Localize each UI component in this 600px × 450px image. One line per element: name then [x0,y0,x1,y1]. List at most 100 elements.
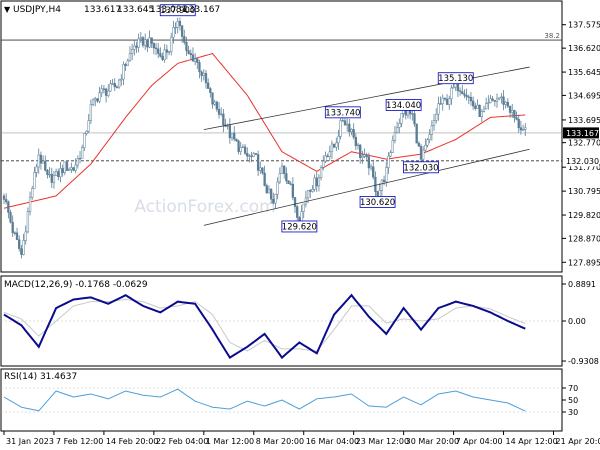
candle-down [419,145,423,160]
time-tick-label: 7 Apr 04:00 [456,437,503,446]
macd-title: MACD(12,26,9) -0.1768 -0.0629 [4,280,148,290]
candle-down [469,97,473,102]
candle-down [293,197,297,207]
candle-up [148,37,151,48]
price-tick-label: 128.870 [568,234,600,243]
candle-up [70,167,73,170]
symbol-timeframe: USDJPY,H4 [13,5,61,15]
candle-down [135,45,138,48]
rsi-tick-label: 30 [568,408,578,417]
candle-down [46,170,49,175]
candle-up [128,53,132,62]
candle-up [274,193,277,204]
candle-up [28,196,32,212]
candle-down [115,86,119,88]
candle-up [322,160,325,168]
quote-high: 133.645 [117,5,154,15]
candle-up [31,188,34,198]
candle-up [319,167,323,178]
candle-down [211,92,214,105]
candle-up [74,164,77,171]
candle-up [432,119,436,126]
candle-down [291,183,295,198]
candle-down [365,154,368,158]
time-tick-label: 21 Apr 20:00 [555,437,600,446]
candle-up [48,173,51,176]
candle-down [269,188,273,200]
candle-up [126,60,129,66]
candle-up [170,36,173,52]
candle-up [248,155,251,157]
candle-down [141,37,145,46]
candle-up [172,27,175,38]
candle-up [213,101,216,105]
candle-up [91,99,95,105]
rsi-panel: RSI(14) 31.4637 70 50 30 [0,368,578,432]
candle-up [317,177,321,187]
candle-down [341,120,344,122]
candle-down [50,173,53,183]
time-tick-label: 31 Jan 2023 [6,437,54,446]
candle-up [230,132,234,139]
candle-down [343,120,347,126]
candle-up [430,125,434,135]
candle-up [174,27,177,29]
candle-up [339,120,342,137]
candle-down [165,49,169,53]
candle-down [157,48,160,54]
candle-up [133,45,136,50]
candle-down [461,91,464,94]
candle-up [524,127,527,130]
candle-down [196,58,199,63]
candle-up [144,39,147,46]
time-tick-label: 14 Apr 12:00 [506,437,558,446]
candle-down [382,179,386,182]
candle-down [72,167,75,171]
candle-down [159,53,162,57]
candle-up [428,134,431,140]
candle-up [83,133,86,148]
candle-down [417,142,420,147]
time-tick-label: 22 Feb 04:00 [156,437,208,446]
candle-down [207,82,210,89]
rsi-tick-label: 70 [568,384,578,393]
candle-down [493,100,496,102]
candle-up [68,169,71,171]
macd-lines [1,293,562,360]
candle-up [500,96,503,99]
candle-up [33,172,36,189]
candle-up [252,153,255,157]
candle-down [354,136,357,147]
candle-down [287,180,290,184]
price-tick-label: 131.770 [568,163,600,172]
candle-down [152,43,156,49]
quote-open: 133.617 [84,5,121,15]
time-tick-label: 7 Feb 12:00 [56,437,103,446]
price-tick-label: 130.795 [568,187,600,196]
candle-up [400,113,403,124]
candle-up [193,58,197,62]
rsi-tick-label: 50 [568,396,578,405]
candle-down [222,113,225,126]
candle-up [100,88,103,94]
rsi-line [3,388,526,412]
candle-down [217,108,221,115]
candle-down [233,132,236,140]
macd-tick-label: -0.9308 [568,357,599,366]
candle-up [391,140,394,153]
candle-down [296,206,299,218]
candle-down [474,105,477,109]
price-tick-label: 127.895 [568,258,600,267]
quote-close: 133.167 [183,5,220,15]
candle-down [146,39,149,48]
candle-up [435,113,438,121]
macd-panel: MACD(12,26,9) -0.1768 -0.0629 0.8891 0.00… [0,275,599,367]
candle-down [256,154,260,171]
candle-up [480,111,483,117]
candle-down [372,166,375,178]
macd-tick-label: 0.8891 [568,280,596,289]
candle-down [415,123,418,144]
candle-up [306,190,310,199]
candle-down [445,98,449,105]
candle-up [330,143,334,153]
